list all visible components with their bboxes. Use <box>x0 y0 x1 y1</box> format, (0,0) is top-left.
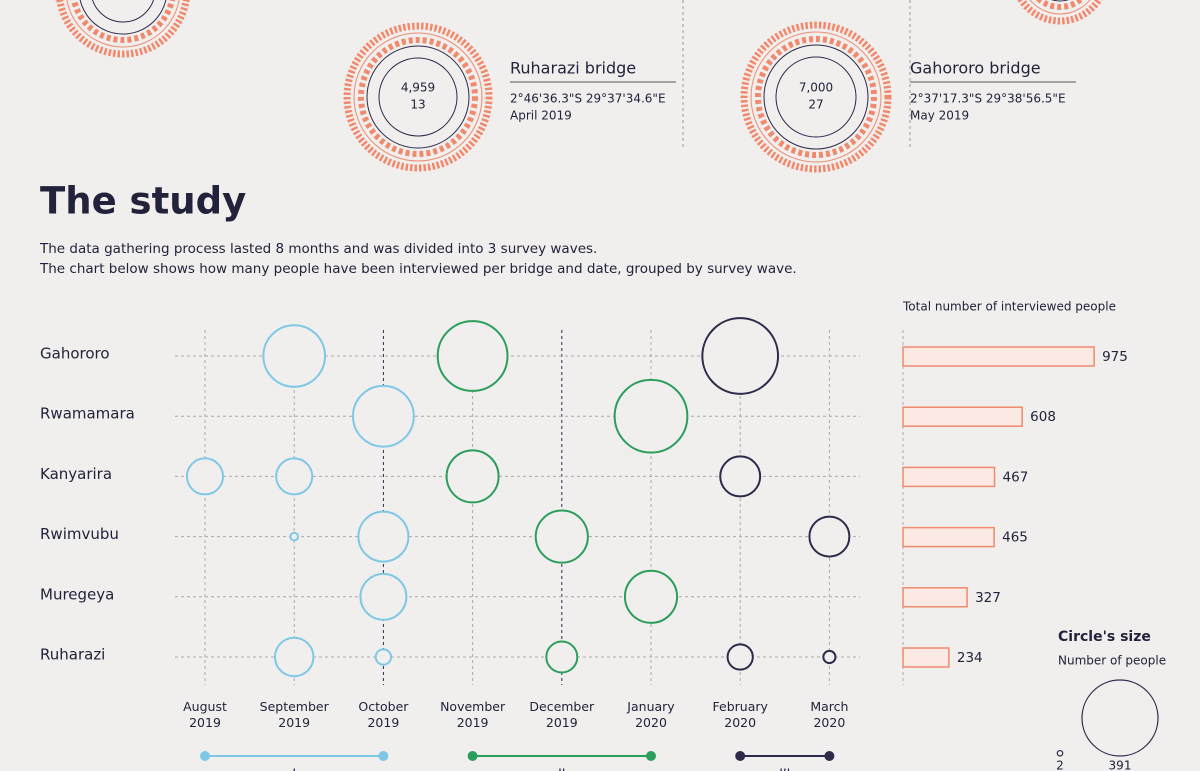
legend-title: Circle's size <box>1058 629 1151 645</box>
bridge-count: 7,000 <box>799 81 833 95</box>
bridge-name: Ruharazi bridge <box>510 59 636 78</box>
bubble <box>352 384 415 448</box>
rosette-ring <box>763 44 869 150</box>
rosette-ring <box>750 31 882 163</box>
x-tick-label: August 2019 <box>183 699 227 730</box>
bubble <box>436 320 509 392</box>
bar <box>902 466 996 488</box>
x-tick-label: September 2019 <box>260 699 330 730</box>
wave-dot <box>646 751 656 761</box>
wave-dot <box>824 751 835 761</box>
bubble <box>534 509 589 564</box>
legend-bubble <box>1081 679 1159 757</box>
description: The data gathering process lasted 8 mont… <box>39 241 597 257</box>
wave-dot <box>200 751 210 761</box>
bar <box>902 346 1095 367</box>
rosette-ring <box>1029 0 1091 15</box>
bubble <box>374 648 393 666</box>
row-label: Ruharazi <box>40 646 105 664</box>
bar-value: 608 <box>1030 409 1056 425</box>
bridge-date: May 2019 <box>910 109 969 123</box>
rosette-ring <box>92 0 154 23</box>
decoration <box>56 0 1103 173</box>
bridge-count: 13 <box>410 98 425 112</box>
bubble <box>613 378 689 454</box>
wave-dot <box>467 751 478 761</box>
bubble <box>357 510 410 563</box>
bridge-count: 27 <box>808 98 823 112</box>
bridge-coordinates: 2°37'17.3"S 29°38'56.5"E <box>910 92 1066 106</box>
rosette-ring <box>66 0 180 48</box>
x-tick-label: December 2019 <box>529 699 595 730</box>
section-title: The study <box>40 180 246 223</box>
x-tick-label: November 2019 <box>440 699 506 730</box>
rosette-ring <box>353 32 483 162</box>
bar <box>902 647 950 668</box>
bubble <box>185 457 225 496</box>
wave-label: I <box>292 766 296 771</box>
bubble <box>262 324 327 388</box>
bridge-count: 4,959 <box>401 81 435 95</box>
bar <box>902 526 995 548</box>
bridge-date: April 2019 <box>510 109 572 123</box>
bubble <box>289 531 300 542</box>
wave-dot <box>735 751 746 761</box>
rosette-ring <box>343 22 493 172</box>
row-label: Kanyarira <box>40 465 112 483</box>
bubble <box>822 649 837 665</box>
bar-value: 975 <box>1102 349 1128 365</box>
x-tick-label: February 2020 <box>713 699 769 730</box>
legend-value: 391 <box>1109 759 1132 771</box>
bubble <box>726 643 754 671</box>
rosette-ring <box>1035 0 1085 10</box>
bar-value: 465 <box>1002 530 1028 546</box>
x-tick-label: March 2020 <box>810 699 848 730</box>
bar-value: 467 <box>1003 469 1029 485</box>
bar-value: 234 <box>957 650 983 666</box>
bubble <box>701 317 780 395</box>
rosette-ring <box>358 37 478 157</box>
wave-label: III <box>779 766 790 771</box>
chart: August 2019 September 2019 October 2019 Novemb… <box>40 300 1166 771</box>
wave-label: II <box>558 766 565 771</box>
rosette-ring <box>378 57 458 137</box>
rosette-ring <box>366 45 470 149</box>
rosette-ring <box>740 21 892 173</box>
row-label: Rwimvubu <box>40 525 119 543</box>
rosette-ring <box>56 0 190 58</box>
wave-dot <box>378 751 389 761</box>
bridge-coordinates: 2°46'36.3"S 29°37'34.6"E <box>510 92 666 106</box>
bubble <box>359 572 408 621</box>
bubble <box>623 569 679 624</box>
row-label: Rwamamara <box>40 405 135 423</box>
rosette-ring <box>755 36 877 158</box>
legend-subtitle: Number of people <box>1058 654 1166 668</box>
description: The chart below shows how many people ha… <box>39 261 797 277</box>
bubble <box>275 457 314 496</box>
bubble <box>808 515 851 558</box>
bar-title: Total number of interviewed people <box>902 300 1116 314</box>
rosette-ring <box>79 0 167 35</box>
rosette-ring <box>1017 0 1103 25</box>
bubble <box>273 636 315 678</box>
legend-bubble <box>1056 749 1064 757</box>
bubble <box>545 640 579 674</box>
rosette-ring <box>1051 0 1069 2</box>
rosette-ring <box>775 56 857 138</box>
x-tick-label: January 2020 <box>626 699 675 730</box>
legend-value: 2 <box>1056 759 1064 771</box>
rosette-ring <box>70 0 176 43</box>
bubble <box>445 449 500 504</box>
bar-value: 327 <box>975 590 1001 606</box>
row-label: Gahororo <box>40 345 110 363</box>
row-label: Muregeya <box>40 585 114 603</box>
bridge-name: Gahororo bridge <box>910 59 1041 78</box>
bar <box>902 587 968 608</box>
bubble <box>719 455 762 498</box>
x-tick-label: October 2019 <box>358 699 409 730</box>
bar <box>902 406 1023 427</box>
